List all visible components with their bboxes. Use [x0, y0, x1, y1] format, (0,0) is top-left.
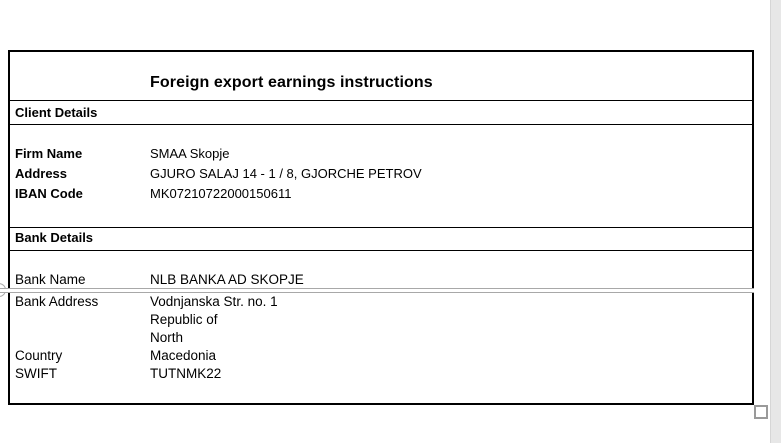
swift-value: TUTNMK22 — [150, 366, 222, 381]
client-details-header: Client Details — [15, 105, 98, 120]
country-label: Country — [15, 348, 63, 363]
country-value: Macedonia — [150, 348, 217, 363]
address-label: Address — [15, 166, 68, 181]
bank-address-value-line2: Republic of — [150, 312, 218, 327]
row-divider — [10, 100, 752, 101]
bank-address-value-line1: Vodnjanska Str. no. 1 — [150, 294, 278, 309]
row-divider — [10, 250, 752, 251]
bank-details-header: Bank Details — [15, 230, 94, 245]
table-resize-handle[interactable] — [754, 405, 768, 419]
swift-label: SWIFT — [15, 366, 57, 381]
bank-address-value-line3: North — [150, 330, 184, 345]
bank-name-value: NLB BANKA AD SKOPJE — [150, 272, 304, 287]
row-divider — [10, 124, 752, 125]
section-divider — [10, 227, 752, 228]
iban-code-label: IBAN Code — [15, 186, 83, 201]
scrollbar-track[interactable] — [770, 0, 781, 443]
firm-name-label: Firm Name — [15, 146, 83, 161]
page-split-line[interactable] — [0, 288, 754, 293]
bank-name-label: Bank Name — [15, 272, 86, 287]
firm-name-value: SMAA Skopje — [150, 146, 230, 161]
address-value: GJURO SALAJ 14 - 1 / 8, GJORCHE PETROV — [150, 166, 422, 181]
instructions-table: Foreign export earnings instructions Cli… — [8, 50, 754, 405]
iban-code-value: MK07210722000150611 — [150, 186, 292, 201]
bank-address-label: Bank Address — [15, 294, 99, 309]
page-title: Foreign export earnings instructions — [150, 74, 433, 91]
